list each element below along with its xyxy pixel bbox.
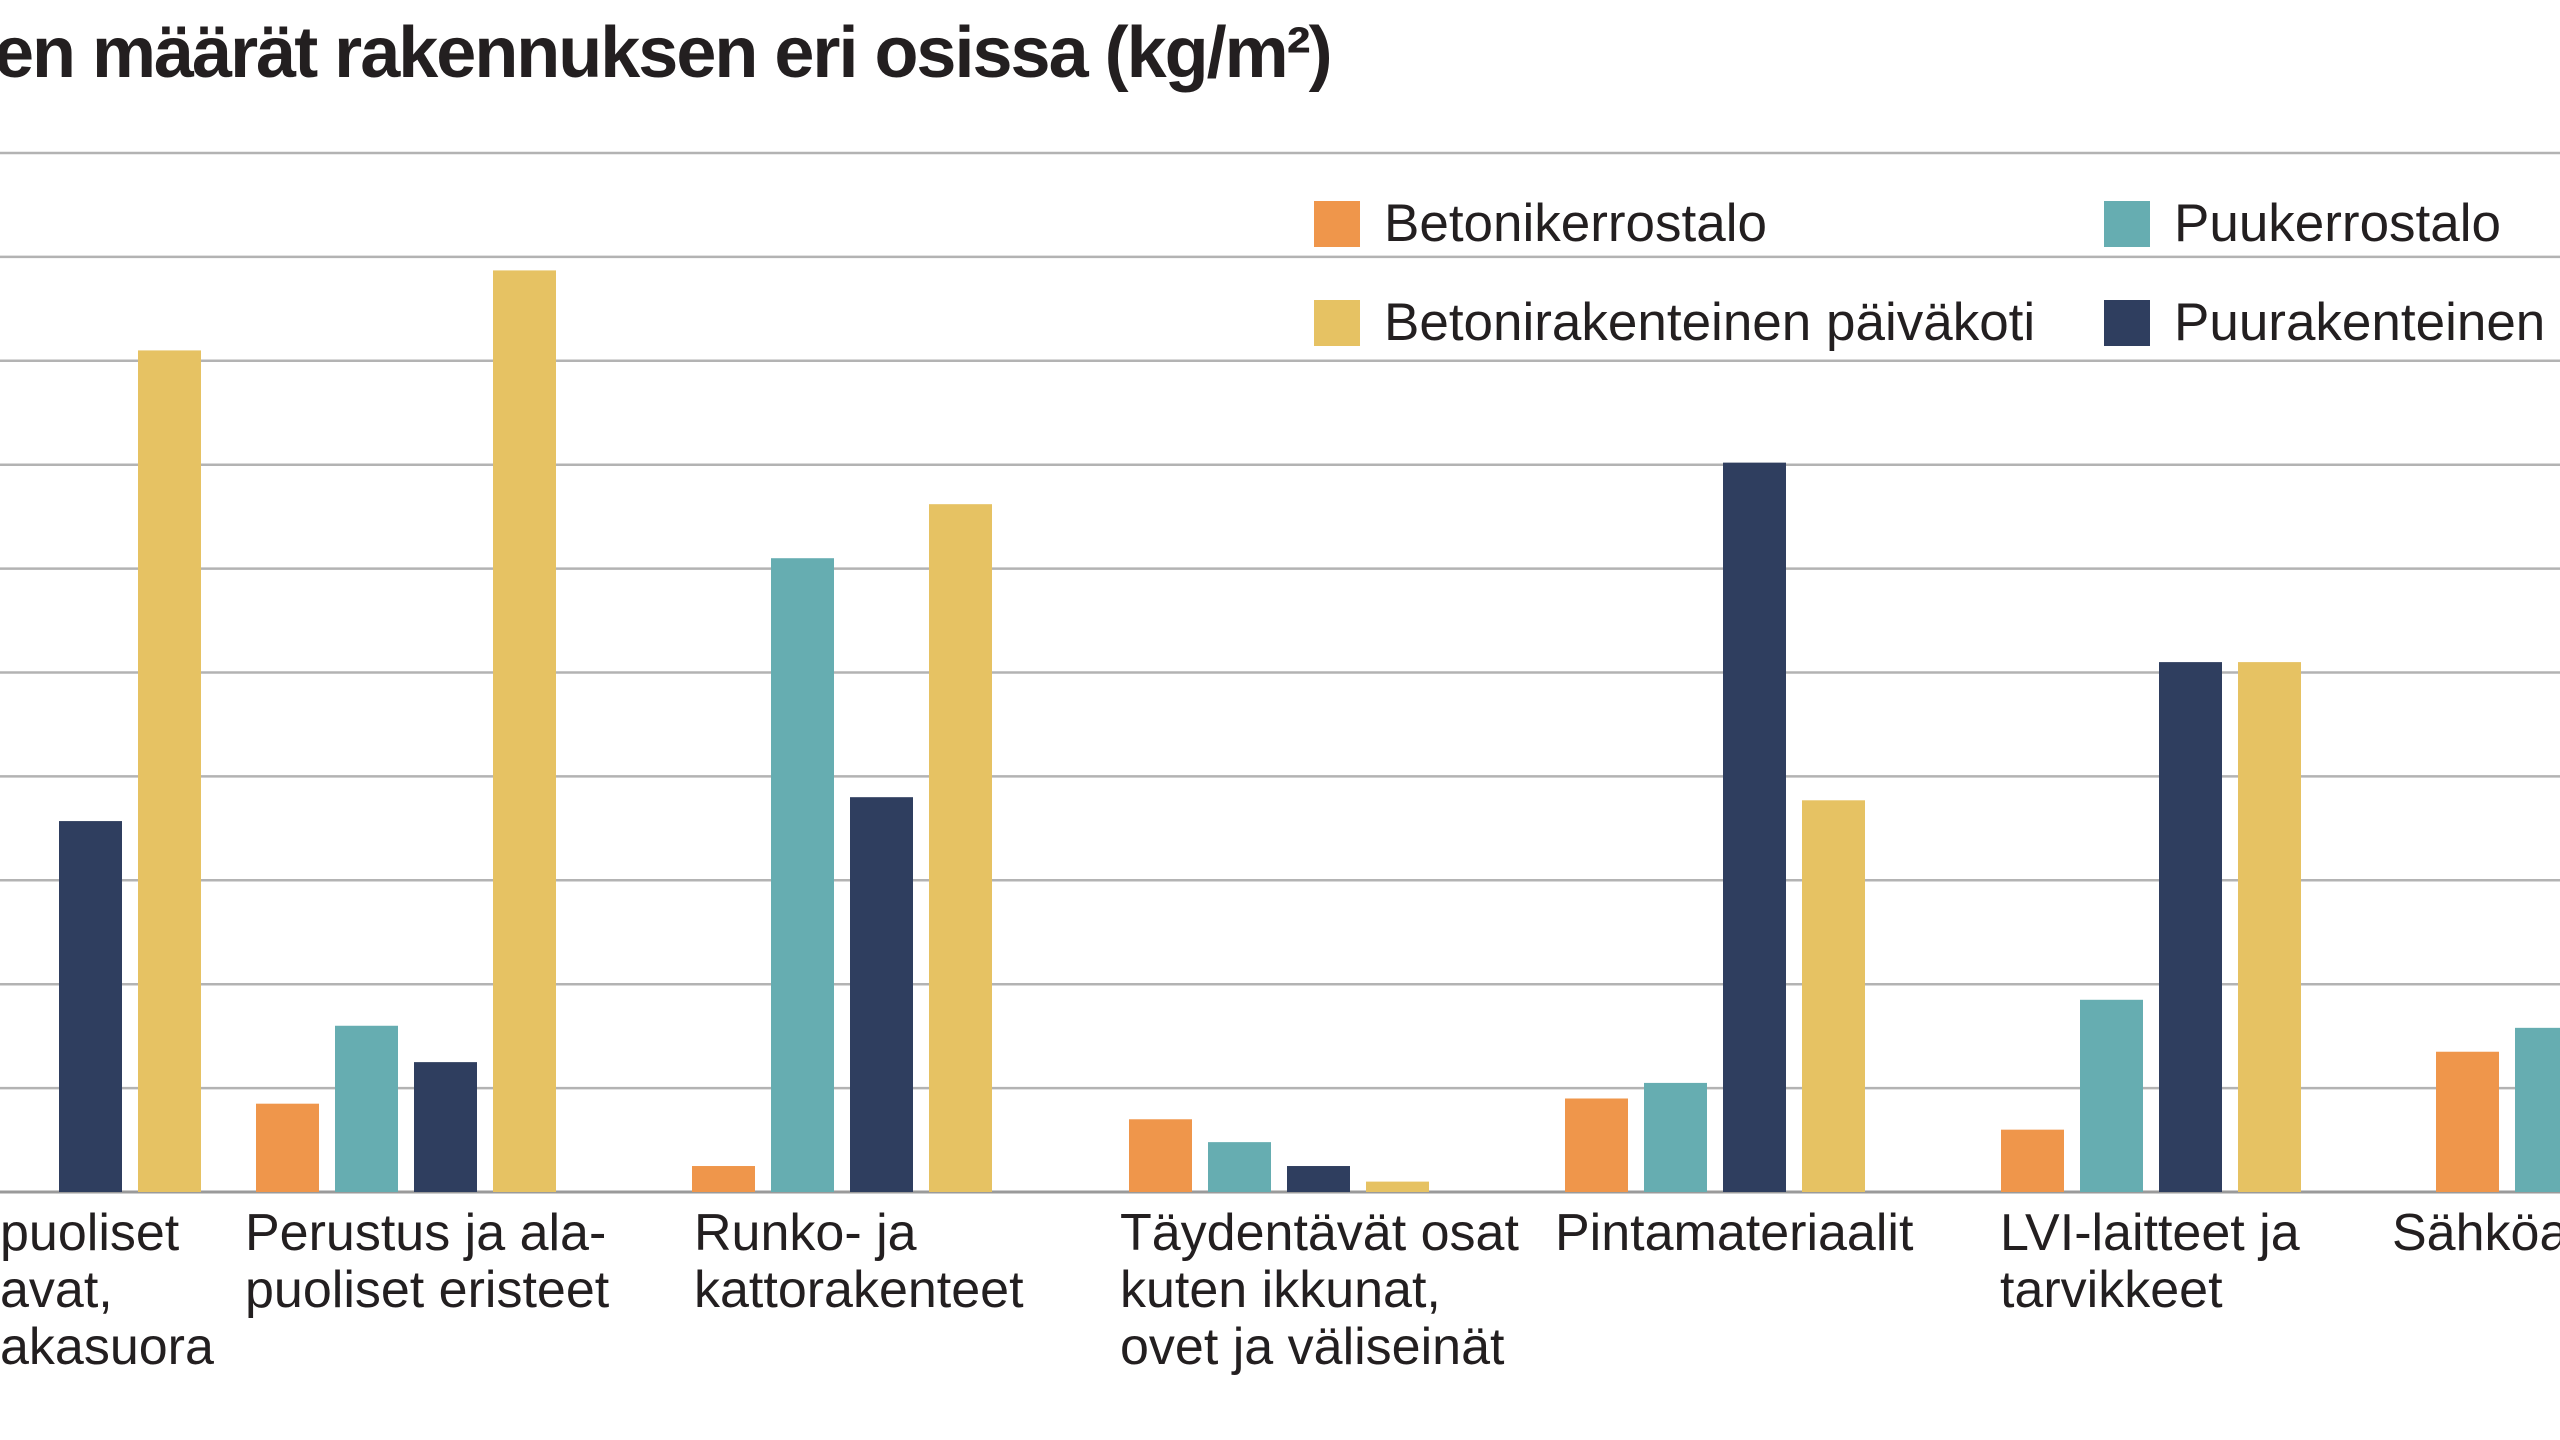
bar — [929, 504, 992, 1192]
bar — [2436, 1051, 2499, 1192]
bar — [414, 1062, 477, 1192]
legend-swatch — [2104, 200, 2150, 247]
category-label: Perustus ja ala- puoliset eristeet — [245, 1204, 610, 1319]
category-label: puoliset avat, akasuora — [0, 1204, 214, 1376]
bar — [335, 1025, 398, 1192]
bar — [59, 821, 122, 1192]
bar — [2515, 1027, 2560, 1192]
bar — [2080, 999, 2143, 1192]
bar — [2159, 662, 2222, 1192]
bar — [256, 1103, 319, 1192]
category-label: Runko- ja kattorakenteet — [694, 1204, 1024, 1319]
legend-label: Puurakenteinen p — [2174, 293, 2560, 352]
bar — [2238, 662, 2301, 1192]
legend-swatch — [2104, 299, 2150, 346]
legend-item-betonikerrostalo: Betonikerrostalo — [1314, 193, 1767, 254]
bar — [1208, 1142, 1271, 1192]
legend-swatch — [1314, 200, 1360, 247]
legend-label: Betonirakenteinen päiväkoti — [1384, 293, 2036, 352]
bar — [1723, 462, 1786, 1192]
bars — [59, 270, 2560, 1193]
legend-item-puukerrostalo: Puukerrostalo — [2104, 193, 2501, 254]
bar — [692, 1166, 755, 1192]
gridlines — [0, 151, 2560, 1194]
legend-item-betonirakenteinen-paivakoti: Betonirakenteinen päiväkoti — [1314, 292, 2035, 353]
category-label: Sähköa — [2392, 1204, 2560, 1262]
bar — [771, 558, 834, 1192]
bar — [1802, 800, 1865, 1192]
bar — [2001, 1129, 2064, 1192]
chart-title: en määrät rakennuksen eri osissa (kg/m²) — [0, 13, 1333, 93]
legend-label: Puukerrostalo — [2174, 194, 2502, 253]
bar — [850, 797, 913, 1192]
bar — [1366, 1181, 1429, 1192]
category-label: LVI-laitteet ja tarvikkeet — [2000, 1204, 2300, 1319]
category-label: Pintamateriaalit — [1555, 1204, 1914, 1262]
bar — [1644, 1082, 1707, 1192]
bar — [138, 350, 201, 1192]
legend-label: Betonikerrostalo — [1384, 194, 1767, 253]
legend-item-puurakenteinen: Puurakenteinen p — [2104, 292, 2560, 353]
category-label: Täydentävät osat kuten ikkunat, ovet ja … — [1120, 1204, 1519, 1376]
legend-swatch — [1314, 299, 1360, 346]
bar — [493, 270, 556, 1193]
bar — [1129, 1119, 1192, 1192]
bar — [1565, 1098, 1628, 1192]
bar — [1287, 1166, 1350, 1192]
